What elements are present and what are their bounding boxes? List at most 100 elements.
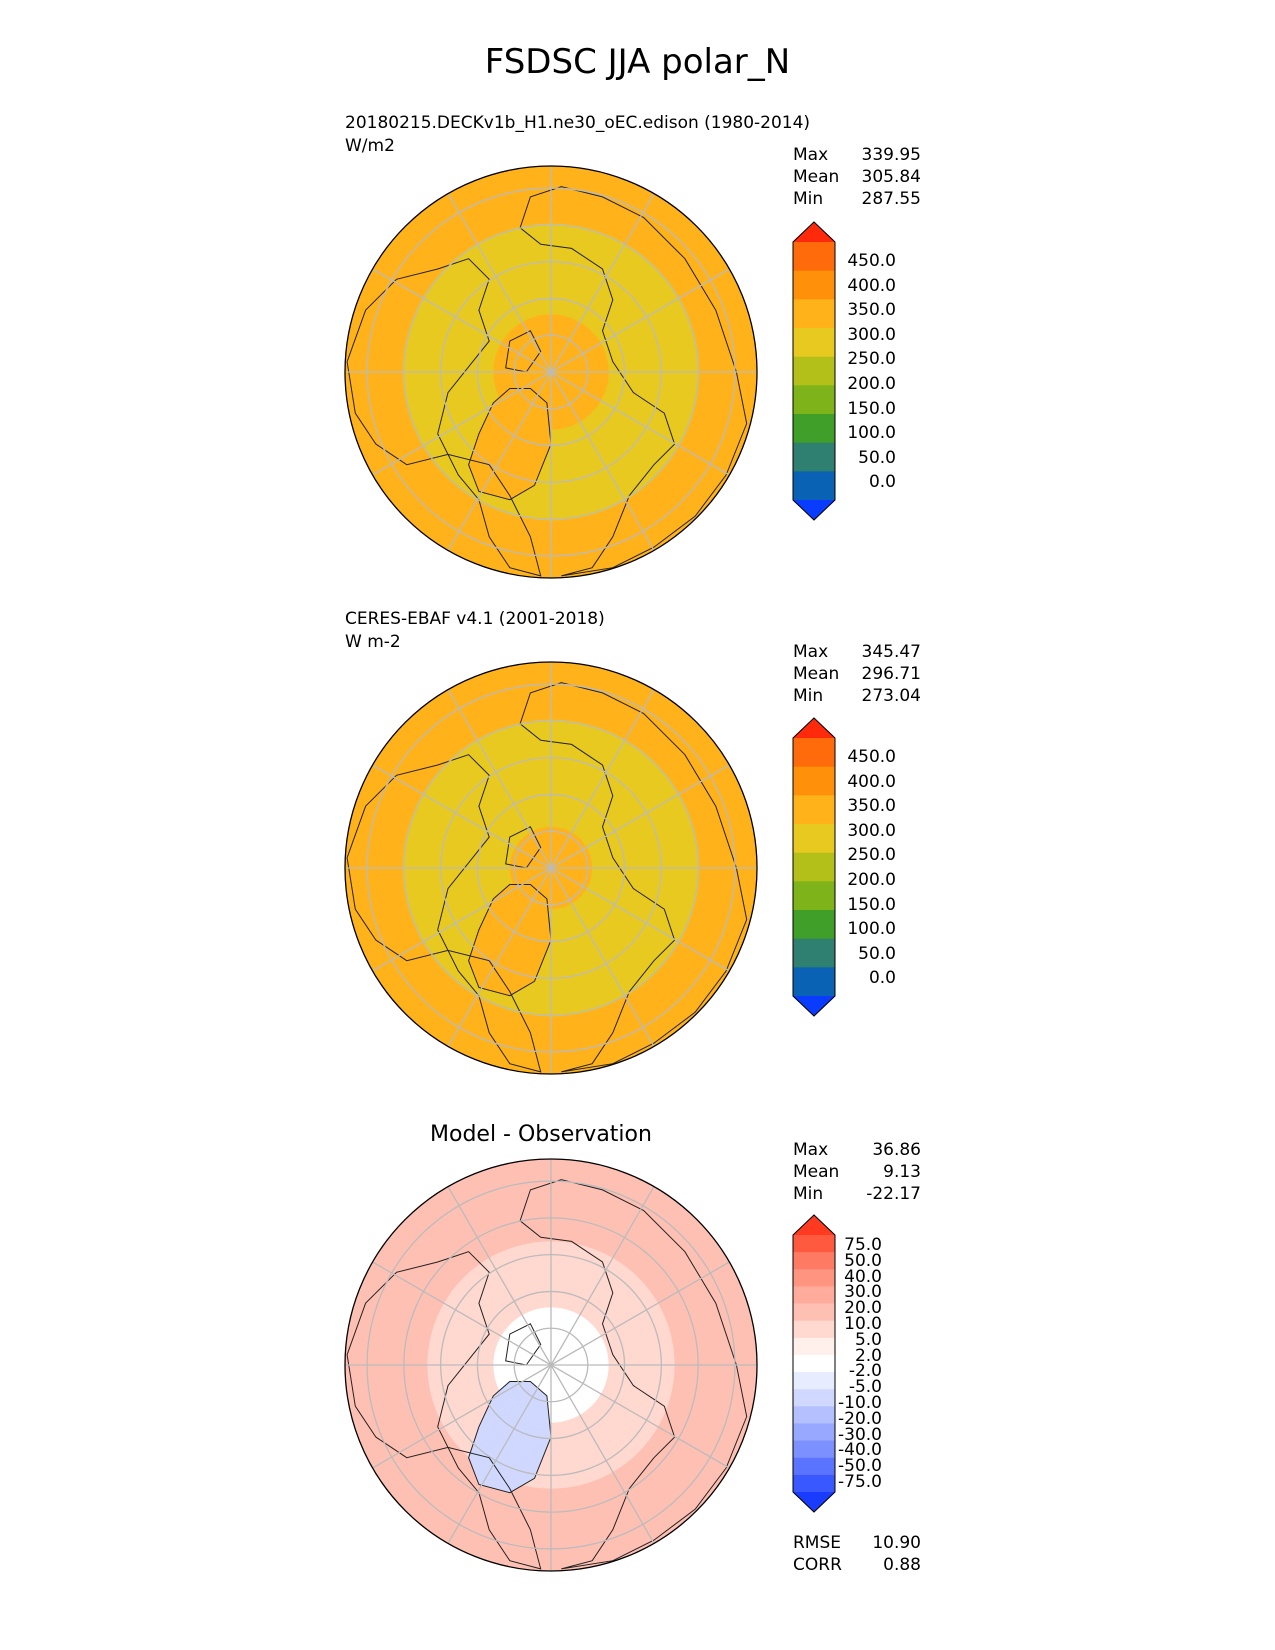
stat-value: 305.84	[861, 167, 921, 187]
colorbar-segment	[793, 1457, 835, 1476]
colorbar-outline	[792, 221, 836, 521]
colorbar-tick-label: 30.0	[844, 1282, 882, 1303]
colorbar-tick-label: 40.0	[844, 1266, 882, 1287]
colorbar-tick-label: 150.0	[847, 894, 896, 915]
meridian-line	[372, 371, 552, 476]
colorbar-segment	[793, 1372, 835, 1390]
colorbar-tick-label: 10.0	[844, 1314, 882, 1334]
stat-value: 339.95	[861, 145, 921, 165]
panel2-stats: Max 345.47 Mean 296.71 Min 273.04	[793, 641, 921, 707]
colorbar-segment	[793, 795, 835, 825]
stat-label: Min	[793, 1184, 824, 1204]
colorbar-tick-label: 400.0	[847, 771, 896, 792]
colorbar-tick-label: 300.0	[847, 820, 896, 841]
panel1-outline	[344, 165, 758, 579]
coastline-eurasia	[519, 186, 748, 577]
coastline-greenland	[468, 884, 552, 997]
panel1-stats: Max 339.95 Mean 305.84 Min 287.55	[793, 144, 921, 210]
colorbar-tick-label: -20.0	[838, 1408, 882, 1429]
stat-value: 36.86	[872, 1140, 921, 1160]
colorbar-tick-label: 75.0	[844, 1235, 882, 1255]
meridian-line	[447, 1364, 552, 1544]
stat-value: -22.17	[866, 1184, 921, 1204]
meridian-line	[447, 371, 552, 551]
colorbar-outline	[792, 717, 836, 1017]
meridian-line	[372, 764, 552, 869]
colorbar-tick-label: 50.0	[858, 447, 896, 468]
metric-value: 0.88	[883, 1555, 921, 1575]
colorbar-segment	[793, 385, 835, 415]
colorbar-arrow-top	[793, 1215, 835, 1235]
colorbar-tick-label: -10.0	[838, 1393, 882, 1413]
colorbar-segment	[793, 471, 835, 501]
meridian-line	[447, 867, 552, 1047]
colorbar-segment	[793, 328, 835, 358]
colorbar-segment	[793, 242, 835, 272]
colorbar-tick-label: 250.0	[847, 349, 896, 370]
meridian-line	[372, 1364, 552, 1469]
panel3-metrics: RMSE 10.90 CORR 0.88	[793, 1532, 921, 1576]
colorbar-segment	[793, 1286, 835, 1305]
stat-label: Mean	[793, 664, 840, 684]
colorbar-segment	[793, 910, 835, 940]
colorbar-tick-label: 200.0	[847, 374, 896, 394]
colorbar-segment	[793, 766, 835, 796]
panel3-outline	[344, 1158, 758, 1572]
stat-value: 345.47	[861, 642, 921, 662]
colorbar-arrow-bottom	[793, 500, 835, 520]
colorbar-segment	[793, 938, 835, 968]
colorbar-tick-label: 300.0	[847, 324, 896, 345]
colorbar-tick-label: 150.0	[847, 398, 896, 419]
coastline-eurasia	[519, 682, 748, 1073]
meridian-line	[372, 268, 552, 373]
panel2-map	[345, 662, 757, 1074]
colorbar-segment	[793, 1320, 835, 1339]
panel3-title: Model - Observation	[430, 1122, 652, 1147]
colorbar-tick-label: -75.0	[838, 1472, 882, 1492]
stat-value: 287.55	[861, 189, 921, 209]
colorbar-tick-label: 5.0	[854, 1329, 882, 1350]
colorbar-segment	[793, 1235, 835, 1253]
colorbar-segment	[793, 1389, 835, 1407]
colorbar-tick-label: 2.0	[854, 1345, 882, 1366]
meridian-line	[372, 1261, 552, 1366]
colorbar-tick-label: 100.0	[847, 919, 896, 940]
colorbar-tick-label: 250.0	[847, 845, 896, 866]
colorbar-segment	[793, 1423, 835, 1442]
metric-label: CORR	[793, 1555, 842, 1575]
metric-label: RMSE	[793, 1533, 842, 1553]
colorbar-segment	[793, 1252, 835, 1270]
stat-label: Max	[793, 1140, 829, 1160]
colorbar-arrow-top	[793, 718, 835, 738]
colorbar-tick-label: 50.0	[858, 943, 896, 964]
panel2-units: W m-2	[345, 632, 401, 652]
meridian-line	[550, 193, 655, 373]
coastline-northAmerica	[346, 258, 542, 577]
panel2-subtitle: CERES-EBAF v4.1 (2001-2018)	[345, 609, 605, 629]
meridian-line	[550, 1261, 730, 1366]
meridian-line	[550, 371, 655, 551]
colorbar-tick-label: 200.0	[847, 870, 896, 890]
colorbar-tick-label: 350.0	[847, 300, 896, 321]
colorbar-tick-label: 0.0	[868, 472, 896, 493]
colorbar-tick-label: 450.0	[847, 747, 896, 767]
colorbar-arrow-bottom	[793, 996, 835, 1016]
coastline-northAmerica	[346, 1251, 542, 1570]
colorbar-segment	[793, 1269, 835, 1287]
meridian-line	[550, 867, 730, 972]
colorbar-segment	[793, 852, 835, 882]
meridian-line	[550, 867, 655, 1047]
stat-label: Min	[793, 189, 824, 209]
colorbar-tick-label: -50.0	[838, 1456, 882, 1477]
colorbar-tick-label: 450.0	[847, 251, 896, 271]
meridian-line	[447, 1186, 552, 1366]
colorbar-tick-label: 50.0	[844, 1250, 882, 1271]
colorbar-tick-label: 350.0	[847, 796, 896, 817]
panel1-map	[345, 166, 757, 578]
stat-label: Mean	[793, 167, 840, 187]
colorbar-segment	[793, 824, 835, 854]
meridian-line	[550, 764, 730, 869]
colorbar-tick-label: -2.0	[848, 1361, 882, 1382]
colorbar-segment	[793, 881, 835, 911]
panel1-subtitle: 20180215.DECKv1b_H1.ne30_oEC.edison (198…	[345, 113, 811, 133]
